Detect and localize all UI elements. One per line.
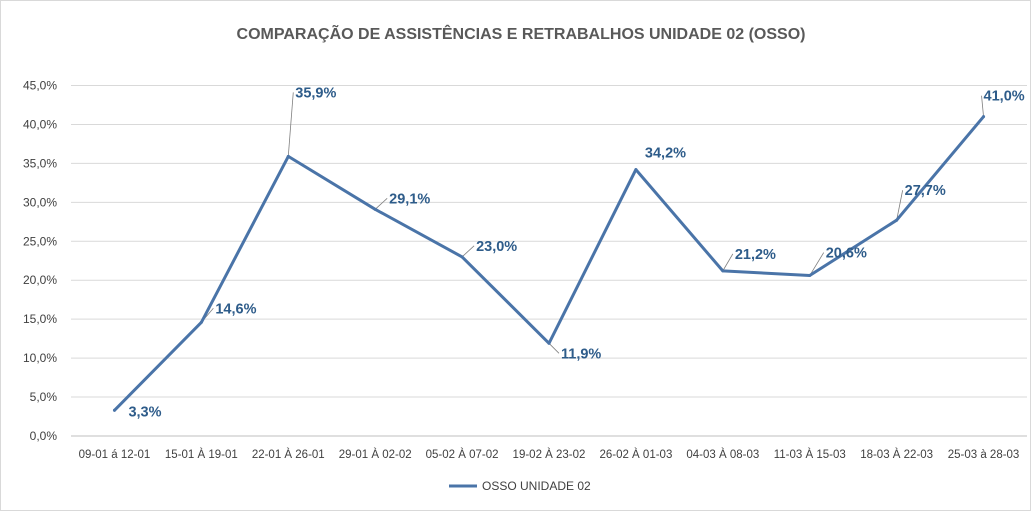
data-point bbox=[460, 255, 464, 259]
data-point bbox=[634, 168, 638, 172]
data-label: 27,7% bbox=[905, 183, 946, 199]
x-tick-label: 05-02 À 07-02 bbox=[426, 448, 499, 461]
x-tick-label: 15-01 À 19-01 bbox=[165, 448, 238, 461]
chart-title: COMPARAÇÃO DE ASSISTÊNCIAS E RETRABALHOS… bbox=[237, 23, 806, 43]
x-axis-tick-labels: 09-01 á 12-01 15-01 À 19-01 22-01 À 26-01 2… bbox=[79, 448, 1020, 461]
data-label: 3,3% bbox=[128, 404, 161, 420]
label-leader-line bbox=[287, 92, 294, 157]
y-axis-tick-labels: 0,0% 5,0% 10,0% 15,0% 20,0% 25,0% 30,0% 35,0% 40… bbox=[23, 79, 57, 444]
x-tick-label: 25-03 à 28-03 bbox=[948, 449, 1020, 461]
y-tick-label: 15,0% bbox=[23, 312, 57, 326]
data-point bbox=[721, 269, 725, 273]
x-tick-label: 29-01 À 02-02 bbox=[339, 448, 412, 461]
data-label: 29,1% bbox=[389, 191, 430, 207]
data-point bbox=[982, 115, 986, 119]
y-tick-label: 40,0% bbox=[23, 117, 57, 131]
label-leader-line bbox=[809, 252, 825, 276]
x-tick-label: 11-03 À 15-03 bbox=[774, 448, 846, 461]
data-label: 14,6% bbox=[215, 301, 256, 317]
data-label: 23,0% bbox=[476, 239, 517, 255]
y-tick-label: 25,0% bbox=[23, 234, 57, 248]
y-tick-label: 45,0% bbox=[23, 79, 57, 93]
y-tick-label: 20,0% bbox=[23, 273, 57, 287]
data-point bbox=[286, 154, 290, 158]
data-label: 11,9% bbox=[561, 346, 601, 362]
label-leader-line bbox=[722, 253, 734, 272]
y-tick-label: 10,0% bbox=[23, 351, 57, 365]
y-tick-label: 30,0% bbox=[23, 195, 57, 209]
label-leader-line bbox=[548, 343, 560, 354]
legend-label: OSSO UNIDADE 02 bbox=[482, 479, 591, 493]
x-tick-label: 09-01 á 12-01 bbox=[79, 449, 151, 461]
data-point bbox=[547, 341, 551, 345]
data-label: 35,9% bbox=[295, 85, 336, 101]
x-tick-label: 19-02 À 23-02 bbox=[513, 448, 586, 461]
label-leader-line bbox=[896, 190, 904, 221]
data-point bbox=[895, 218, 899, 222]
x-tick-label: 18-03 À 22-03 bbox=[860, 448, 933, 461]
series-line bbox=[113, 115, 985, 412]
series-osso-unidade-02 bbox=[112, 115, 986, 412]
gridlines bbox=[71, 85, 1027, 437]
data-label: 34,2% bbox=[645, 146, 686, 162]
data-label: 21,2% bbox=[735, 247, 776, 263]
data-label: 41,0% bbox=[984, 89, 1025, 105]
data-point bbox=[808, 274, 812, 278]
y-tick-label: 0,0% bbox=[30, 429, 58, 443]
data-label: 20,6% bbox=[826, 246, 867, 262]
x-tick-label: 04-03 À 08-03 bbox=[686, 448, 759, 461]
label-leader-line bbox=[981, 95, 984, 117]
data-label-leader-lines bbox=[201, 92, 984, 354]
label-leader-line bbox=[374, 198, 388, 210]
data-point bbox=[373, 207, 377, 211]
data-point bbox=[112, 408, 116, 412]
x-tick-label: 26-02 À 01-03 bbox=[599, 448, 672, 461]
label-leader-line bbox=[461, 245, 475, 258]
data-labels: 3,3% 14,6% 35,9% 29,1% 23,0% 11,9% 34,2% 21,2% 2… bbox=[128, 85, 1024, 420]
data-point bbox=[199, 320, 203, 324]
y-tick-label: 5,0% bbox=[30, 390, 58, 404]
legend: OSSO UNIDADE 02 bbox=[449, 479, 591, 493]
x-tick-label: 22-01 À 26-01 bbox=[252, 448, 325, 461]
y-tick-label: 35,0% bbox=[23, 156, 57, 170]
